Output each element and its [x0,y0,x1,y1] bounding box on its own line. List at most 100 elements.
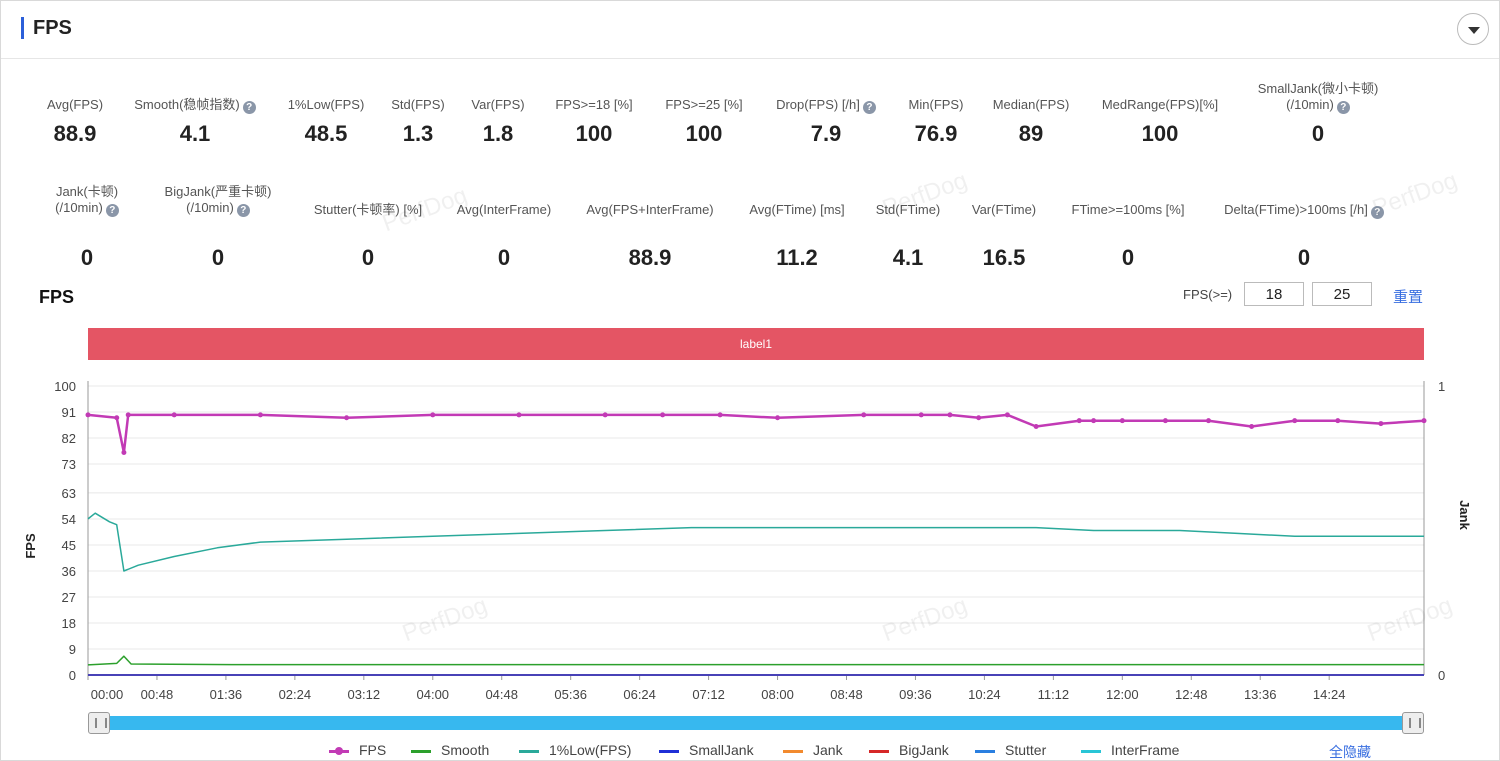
metric-label-unit: (/10min)? [7,200,167,217]
y2-axis-title: Jank [1457,500,1472,530]
y2-tick-label: 0 [1438,668,1445,683]
metric-label-text: Var(FTime) [971,202,1037,217]
x-tick-label: 04:00 [417,687,450,702]
metric-label-unit-text: (/10min) [186,200,234,215]
metric: Avg(FPS+InterFrame) 88.9 [570,202,730,273]
x-tick-label: 08:48 [830,687,863,702]
metric-value: 100 [685,121,723,146]
data-point [947,412,953,418]
panel-header: FPS [1,1,1499,59]
metric-value: 11.2 [776,245,818,270]
legend-swatch [975,750,995,753]
threshold-input-1[interactable] [1244,282,1304,306]
metric-label-text: Jank(卡顿) [55,184,119,199]
data-point [121,449,127,455]
y-tick-label: 73 [62,457,76,472]
metric: 1%Low(FPS) 48.5 [246,97,406,149]
metric-label: SmallJank(微小卡顿) [1238,81,1398,97]
metric-value: 4.1 [179,121,211,146]
metric-label-text: MedRange(FPS)[%] [1101,97,1219,112]
metric-value: 7.9 [810,121,842,146]
metric-label-unit-text: (/10min) [1286,97,1334,112]
legend-label: Jank [813,742,843,758]
metric: Stutter(卡顿率) [%] 0 [288,202,448,273]
data-point [1378,421,1384,427]
data-point [1206,418,1212,424]
x-tick-label: 11:12 [1038,687,1070,702]
metric-label: FPS>=18 [%] [514,97,674,113]
metric: Var(FPS) 1.8 [418,97,578,149]
x-tick-label: 06:24 [623,687,656,702]
slider-handle-right[interactable] [1402,712,1424,734]
slider-track[interactable] [100,716,1412,730]
metric-label-text: FPS>=25 [%] [665,97,743,112]
metric: Min(FPS) 76.9 [856,97,1016,149]
data-point [171,412,177,418]
metric-value: 76.9 [914,121,958,146]
chart-title: FPS [39,287,75,307]
legend-label: Smooth [441,742,490,758]
hide-all-link[interactable]: 全隐藏 [1329,744,1371,760]
metric-label: Std(FPS) [338,97,498,113]
metric-label-text: Smooth(稳帧指数) [134,97,240,112]
metric-label: Avg(InterFrame) [424,202,584,218]
chart-axes: 100 91 82 73 63 54 45 36 27 18 9 0 1 0 00:00 00:48 01:36… [54,379,1445,702]
metric: Std(FTime) 4.1 [828,202,988,273]
metric-label: FTime>=100ms [%] [1048,202,1208,218]
help-icon[interactable]: ? [242,101,256,114]
metric-label: MedRange(FPS)[%] [1080,97,1240,113]
y2-tick-label: 1 [1438,379,1445,394]
data-point [1004,412,1010,418]
x-tick-label: 04:48 [485,687,518,702]
metric: MedRange(FPS)[%] 100 [1080,97,1240,149]
metric-label: Var(FTime) [924,202,1084,218]
help-icon[interactable]: ? [1336,101,1350,114]
series-line [87,512,1424,572]
metric-label-text: Avg(InterFrame) [456,202,552,217]
legend-swatch [869,750,889,753]
metric: FPS>=25 [%] 100 [624,97,784,149]
metric-value: 88.9 [53,121,97,146]
data-point [918,412,924,418]
metric-value: 88.9 [628,245,672,270]
metric-label-text: Drop(FPS) [/h] [776,97,860,112]
metric-value: 1.3 [402,121,434,146]
time-range-slider[interactable] [88,712,1424,734]
legend-marker [335,747,343,755]
metric-value: 0 [1121,245,1135,270]
help-icon[interactable]: ? [236,204,250,217]
metric-label-text: Std(FPS) [391,97,445,112]
reset-link[interactable]: 重置 [1393,289,1424,306]
chart-grid [88,385,1424,676]
x-tick-label: 00:48 [141,687,174,702]
legend-label: InterFrame [1111,742,1180,758]
data-point [1119,418,1125,424]
x-tick-label: 12:48 [1175,687,1208,702]
data-point [85,412,91,418]
data-point [1033,423,1039,429]
help-icon[interactable]: ? [1370,206,1384,219]
panel-title: FPS [33,17,72,39]
collapse-button[interactable] [1457,13,1489,45]
data-point [775,415,781,421]
threshold-input-2[interactable] [1312,282,1372,306]
x-tick-label: 10:24 [968,687,1001,702]
x-tick-label: 14:24 [1313,687,1346,702]
metric: Avg(FTime) [ms] 11.2 [717,202,877,273]
x-tick-label: 08:00 [761,687,794,702]
metric-label-unit: (/10min)? [1238,97,1398,114]
help-icon[interactable]: ? [862,101,876,114]
label-band[interactable]: label1 [88,328,1424,360]
metric-label-text: Stutter(卡顿率) [%] [313,202,423,217]
metric: Delta(FTime)>100ms [/h]? 0 [1224,202,1384,273]
data-point [976,415,982,421]
metric-label-text: Avg(FPS+InterFrame) [586,202,714,217]
data-point [1335,418,1341,424]
data-point [717,412,723,418]
metric: Drop(FPS) [/h]? 7.9 [746,97,906,149]
legend-label: FPS [359,742,387,758]
metric-value: 89 [1018,121,1044,146]
help-icon[interactable]: ? [105,204,119,217]
slider-handle-left[interactable] [88,712,110,734]
